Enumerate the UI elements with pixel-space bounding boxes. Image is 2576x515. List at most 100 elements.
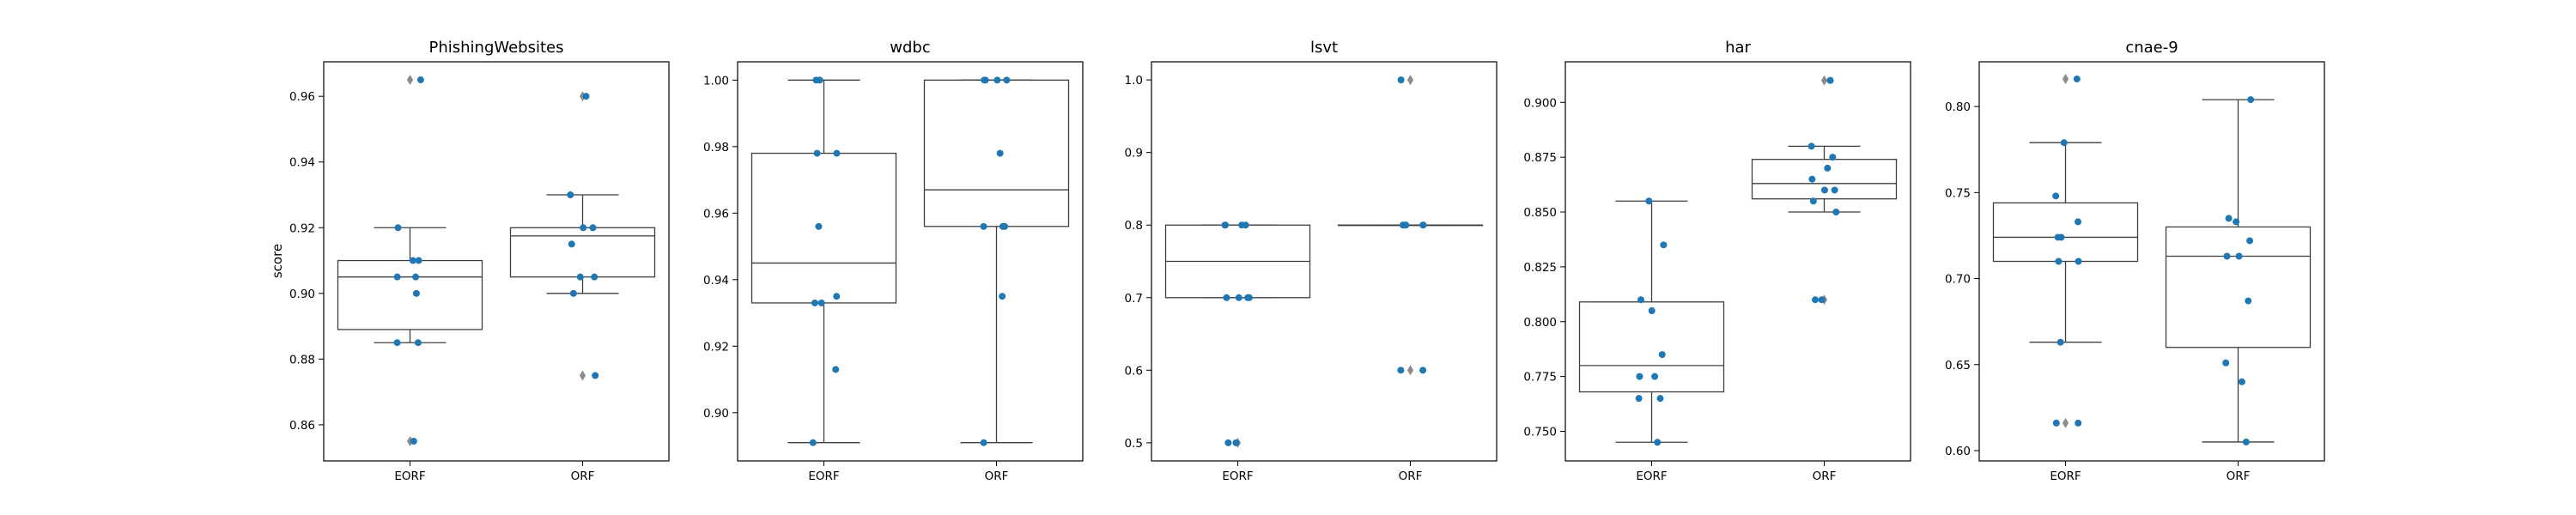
- data-point: [1658, 351, 1666, 359]
- x-tick-label: ORF: [985, 470, 1009, 483]
- data-point: [1636, 373, 1643, 380]
- chart-panel-1: wdbc 0.90 0.92 0.94 0.96 0.98 1.00 EORF ORF: [703, 39, 1084, 483]
- y-tick-label: 0.7: [1125, 292, 1143, 306]
- outlier-marker: [1820, 75, 1828, 86]
- y-tick-label: 0.92: [703, 340, 729, 354]
- outlier-marker: [2062, 417, 2069, 428]
- data-point: [2057, 338, 2064, 346]
- y-tick-label: 0.800: [1523, 316, 1557, 330]
- y-tick-label: 0.96: [703, 207, 729, 221]
- data-point: [1419, 221, 1427, 229]
- data-point: [2055, 258, 2063, 265]
- plot-frame: [323, 61, 670, 462]
- data-point: [999, 293, 1006, 300]
- data-point: [2246, 237, 2254, 245]
- data-point: [412, 289, 420, 297]
- outlier-marker: [406, 75, 414, 86]
- data-point: [2242, 438, 2250, 445]
- data-point: [409, 257, 416, 264]
- data-point: [393, 339, 401, 347]
- data-point: [2235, 252, 2243, 260]
- data-point: [2073, 76, 2081, 83]
- y-tick-label: 0.775: [1523, 371, 1557, 385]
- data-point: [1824, 164, 1832, 172]
- iqr-box: [509, 227, 656, 278]
- chart-panel-2: lsvt 0.5 0.6 0.7 0.8 0.9 1.0 EORF ORF: [1125, 39, 1498, 483]
- y-tick-label: 0.94: [703, 274, 729, 288]
- chart-title: cnae-9: [2125, 39, 2178, 57]
- data-point: [2225, 215, 2233, 222]
- iqr-box: [923, 79, 1070, 227]
- chart-title: PhishingWebsites: [428, 39, 563, 57]
- data-point: [1419, 367, 1427, 374]
- data-point: [2052, 419, 2060, 427]
- data-point: [416, 76, 424, 84]
- data-point: [589, 224, 597, 232]
- data-point: [1826, 76, 1834, 84]
- iqr-box: [750, 152, 897, 304]
- data-point: [993, 76, 1001, 84]
- data-point: [1656, 395, 1664, 403]
- box-orf: [509, 91, 656, 381]
- data-point: [567, 191, 574, 198]
- y-tick-label: 0.850: [1523, 206, 1557, 220]
- box-eorf: [1578, 200, 1725, 443]
- y-tick-label: 0.92: [289, 221, 315, 235]
- data-point: [569, 289, 577, 297]
- data-point: [813, 149, 821, 157]
- data-point: [576, 273, 584, 281]
- data-point: [1651, 373, 1659, 380]
- data-point: [1232, 439, 1240, 446]
- data-point: [2233, 218, 2240, 226]
- data-point: [1224, 439, 1232, 446]
- y-tick-label: 0.94: [289, 156, 315, 170]
- y-tick-label: 0.8: [1125, 219, 1143, 233]
- iqr-box: [1578, 301, 1725, 393]
- data-point: [1818, 296, 1826, 304]
- outlier-marker: [2062, 74, 2069, 85]
- data-point: [815, 222, 823, 230]
- data-point: [1245, 294, 1253, 301]
- data-point: [1809, 197, 1817, 205]
- data-point: [809, 439, 817, 446]
- x-tick-label: EORF: [1222, 470, 1253, 483]
- y-tick-label: 0.6: [1125, 364, 1143, 378]
- y-tick-label: 0.75: [1945, 186, 1971, 200]
- data-point: [1832, 209, 1840, 216]
- box-eorf: [1164, 224, 1311, 448]
- data-point: [1645, 197, 1653, 205]
- chart-panels: PhishingWebsites 0.86 0.88 0.90 0.92 0.94 0.96…: [289, 39, 2325, 483]
- box-orf: [2165, 99, 2312, 443]
- y-tick-label: 0.60: [1945, 445, 1971, 458]
- data-point: [832, 366, 840, 373]
- data-point: [2075, 218, 2082, 226]
- y-tick-label: 0.9: [1125, 147, 1143, 161]
- data-point: [2060, 139, 2068, 147]
- y-tick-label: 0.875: [1523, 151, 1557, 165]
- data-point: [812, 76, 820, 84]
- data-point: [1829, 154, 1837, 161]
- data-point: [1235, 294, 1242, 301]
- data-point: [415, 257, 422, 264]
- y-axis-label: score: [270, 244, 285, 278]
- chart-title: lsvt: [1310, 39, 1338, 57]
- data-point: [592, 372, 599, 379]
- data-point: [2075, 419, 2082, 427]
- data-point: [591, 273, 598, 281]
- y-tick-label: 1.0: [1125, 74, 1143, 88]
- data-point: [1808, 175, 1816, 183]
- data-point: [1635, 395, 1643, 403]
- data-point: [1807, 142, 1815, 150]
- data-point: [2054, 233, 2062, 241]
- y-tick-label: 0.90: [289, 288, 315, 301]
- x-tick-label: ORF: [1813, 470, 1837, 483]
- data-point: [1811, 296, 1819, 304]
- data-point: [1654, 439, 1662, 446]
- data-point: [1660, 241, 1668, 249]
- data-point: [412, 273, 420, 281]
- plot-frame: [1151, 61, 1498, 462]
- y-tick-label: 0.90: [703, 407, 729, 421]
- data-point: [2245, 297, 2252, 305]
- data-point: [580, 224, 587, 232]
- y-tick-label: 0.900: [1523, 96, 1557, 110]
